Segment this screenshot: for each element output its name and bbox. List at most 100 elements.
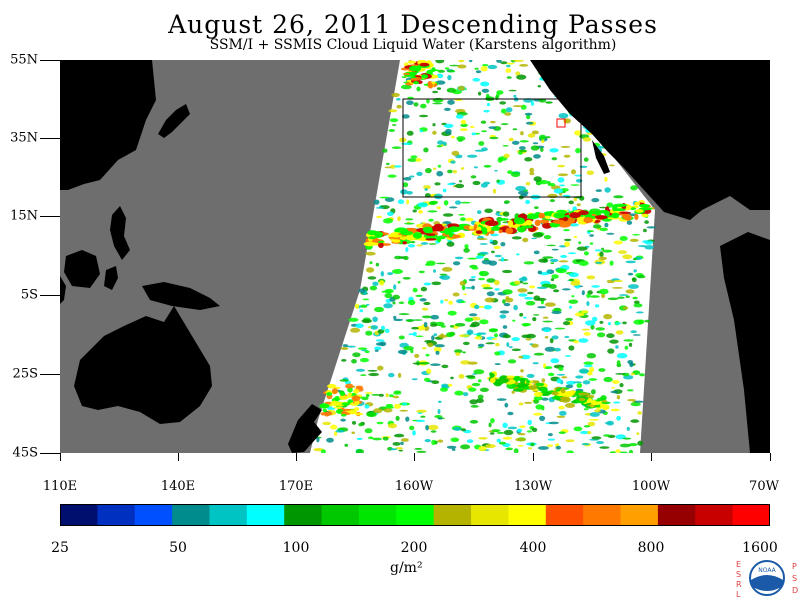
colorbar-swatch bbox=[60, 504, 98, 526]
cloud-patch bbox=[471, 175, 477, 178]
cloud-patch bbox=[518, 356, 523, 359]
cloud-patch bbox=[597, 332, 605, 337]
cloud-patch bbox=[617, 297, 625, 299]
cloud-patch bbox=[453, 170, 457, 173]
cloud-patch bbox=[429, 69, 440, 71]
cloud-patch bbox=[478, 141, 484, 146]
cloud-patch bbox=[599, 321, 603, 324]
cloud-patch bbox=[433, 269, 436, 273]
cloud-patch bbox=[503, 289, 513, 294]
cloud-patch bbox=[368, 373, 379, 376]
cloud-patch bbox=[471, 133, 476, 136]
cloud-patch bbox=[483, 110, 489, 113]
cloud-patch bbox=[584, 408, 589, 410]
latitude-tick bbox=[40, 295, 60, 296]
cloud-patch bbox=[467, 155, 477, 158]
cloud-patch bbox=[627, 427, 630, 431]
cloud-patch bbox=[419, 362, 430, 365]
cloud-patch bbox=[374, 347, 381, 351]
cloud-patch bbox=[599, 251, 603, 257]
cloud-patch bbox=[538, 446, 549, 450]
cloud-patch bbox=[436, 351, 440, 355]
cloud-patch bbox=[483, 287, 493, 289]
cloud-patch bbox=[561, 376, 567, 378]
cloud-patch bbox=[406, 100, 414, 105]
cloud-patch bbox=[586, 294, 591, 298]
cloud-patch bbox=[564, 336, 569, 338]
latitude-label: 15N bbox=[2, 209, 38, 224]
cloud-patch bbox=[320, 404, 327, 407]
longitude-label: 110E bbox=[43, 479, 77, 494]
cloud-patch bbox=[613, 208, 626, 211]
cloud-patch bbox=[634, 303, 643, 307]
cloud-patch bbox=[411, 155, 418, 158]
cloud-patch bbox=[589, 210, 593, 214]
cloud-patch bbox=[603, 314, 612, 319]
cloud-patch bbox=[445, 129, 452, 135]
cloud-patch bbox=[600, 228, 608, 232]
cloud-patch bbox=[599, 257, 607, 261]
cloud-patch bbox=[430, 315, 439, 320]
cloud-patch bbox=[528, 447, 532, 449]
cloud-patch bbox=[377, 366, 383, 371]
cloud-patch bbox=[499, 101, 506, 104]
cloud-patch bbox=[341, 411, 347, 413]
cloud-patch bbox=[344, 444, 348, 447]
cloud-patch bbox=[485, 298, 495, 303]
cloud-patch bbox=[529, 172, 534, 175]
cloud-patch bbox=[432, 91, 438, 93]
cloud-patch bbox=[628, 273, 633, 276]
cloud-patch bbox=[521, 225, 534, 228]
cloud-patch bbox=[538, 259, 548, 263]
cloud-patch bbox=[554, 348, 561, 352]
cloud-patch bbox=[578, 338, 588, 343]
cloud-patch bbox=[370, 286, 377, 291]
cloud-patch bbox=[577, 203, 581, 206]
noaa-emblem-text: NOAA bbox=[758, 567, 776, 574]
cloud-patch bbox=[548, 433, 553, 436]
cloud-patch bbox=[569, 279, 575, 282]
colorbar-swatch bbox=[396, 504, 434, 526]
cloud-patch bbox=[575, 312, 585, 316]
cloud-patch bbox=[438, 165, 441, 168]
cloud-patch bbox=[397, 216, 401, 221]
cloud-patch bbox=[438, 409, 441, 414]
cloud-patch bbox=[383, 437, 389, 441]
cloud-patch bbox=[413, 81, 419, 84]
cloud-patch bbox=[574, 198, 578, 201]
cloud-patch bbox=[455, 352, 460, 356]
cloud-patch bbox=[468, 362, 478, 365]
cloud-patch bbox=[570, 184, 579, 186]
cloud-patch bbox=[379, 342, 386, 347]
cloud-patch bbox=[400, 442, 404, 445]
cloud-patch bbox=[505, 228, 513, 235]
cloud-patch bbox=[494, 351, 500, 355]
cloud-patch bbox=[479, 319, 488, 324]
cloud-patch bbox=[509, 90, 517, 92]
cloud-patch bbox=[454, 391, 463, 396]
cloud-patch bbox=[620, 444, 631, 448]
cloud-patch bbox=[482, 64, 488, 66]
cloud-patch bbox=[559, 411, 567, 416]
cloud-patch bbox=[518, 433, 526, 435]
cloud-patch bbox=[565, 355, 571, 357]
cloud-patch bbox=[555, 328, 566, 330]
cloud-patch bbox=[403, 177, 411, 181]
cloud-patch bbox=[524, 261, 535, 264]
cloud-patch bbox=[501, 109, 507, 114]
cloud-patch bbox=[377, 422, 384, 425]
cloud-patch bbox=[387, 212, 394, 216]
cloud-patch bbox=[537, 306, 546, 308]
cloud-patch bbox=[469, 399, 477, 404]
cloud-patch bbox=[633, 258, 637, 260]
cloud-patch bbox=[502, 270, 512, 273]
cloud-patch bbox=[490, 121, 496, 123]
cloud-patch bbox=[440, 274, 448, 276]
cloud-patch bbox=[525, 200, 530, 204]
cloud-patch bbox=[372, 317, 378, 323]
cloud-patch bbox=[630, 185, 638, 190]
cloud-patch bbox=[539, 416, 545, 421]
cloud-patch bbox=[467, 329, 474, 334]
cloud-patch bbox=[447, 446, 457, 449]
cloud-patch bbox=[417, 202, 428, 207]
